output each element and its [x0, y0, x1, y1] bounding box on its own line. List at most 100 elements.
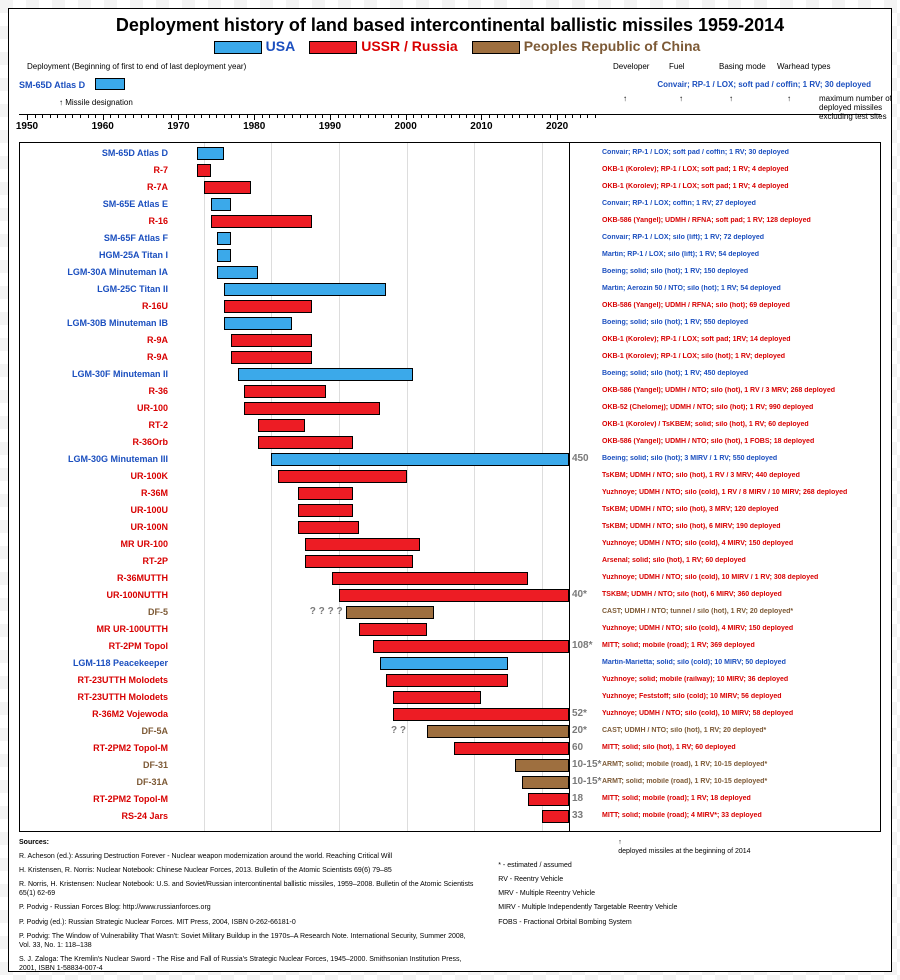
- deployment-bar: [224, 317, 292, 330]
- missile-designation: UR-100NUTTH: [20, 590, 168, 600]
- deployment-bar: [238, 368, 414, 381]
- missile-details: ARMT; solid; mobile (road), 1 RV; 10-15 …: [602, 778, 876, 785]
- missile-designation: HGM-25A Titan I: [20, 250, 168, 260]
- chart-title: Deployment history of land based interco…: [19, 15, 881, 36]
- missile-designation: LGM-30G Minuteman III: [20, 454, 168, 464]
- missile-designation: UR-100: [20, 403, 168, 413]
- missile-details: MITT; solid; mobile (road); 4 MIRV*; 33 …: [602, 812, 876, 819]
- missile-details: TsKBM; UDMH / NTO; silo (hot), 1 RV / 3 …: [602, 472, 876, 479]
- missile-details: OKB-52 (Chelomej); UDMH / NTO; silo (hot…: [602, 404, 876, 411]
- missile-designation: LGM-30B Minuteman IB: [20, 318, 168, 328]
- legend-label: Peoples Republic of China: [524, 38, 701, 54]
- deployed-count: 40*: [572, 589, 587, 600]
- missile-designation: RT-2P: [20, 556, 168, 566]
- deployed-count: 450: [572, 453, 589, 464]
- deployment-bar: [298, 487, 352, 500]
- legend-label: USA: [266, 38, 296, 54]
- example-row: Deployment (Beginning of first to end of…: [19, 58, 881, 112]
- deployment-bar: [224, 283, 386, 296]
- deployment-bar: [217, 249, 231, 262]
- missile-details: Convair; RP-1 / LOX; silo (lift); 1 RV; …: [602, 234, 876, 241]
- missile-row: HGM-25A Titan I Martin; RP-1 / LOX; silo …: [20, 249, 880, 266]
- deployment-bar: [217, 266, 258, 279]
- missile-designation: R-36Orb: [20, 437, 168, 447]
- missile-row: RT-2PM Topol108*MITT; solid; mobile (roa…: [20, 640, 880, 657]
- missile-details: OKB-586 (Yangel); UDMH / RFNA; silo (hot…: [602, 302, 876, 309]
- deployment-bar: [393, 691, 481, 704]
- deployment-bar: [386, 674, 508, 687]
- legend-note: * - estimated / assumed: [498, 861, 881, 870]
- missile-details: CAST; UDMH / NTO; silo (hot), 1 RV; 20 d…: [602, 727, 876, 734]
- missile-designation: SM-65D Atlas D: [20, 148, 168, 158]
- axis-tick-label: 2020: [546, 121, 568, 132]
- legend-label: USSR / Russia: [361, 38, 457, 54]
- missile-designation: RT-2PM2 Topol-M: [20, 794, 168, 804]
- missile-designation: RT-2PM2 Topol-M: [20, 743, 168, 753]
- missile-details: OKB-586 (Yangel); UDMH / RFNA; soft pad;…: [602, 217, 876, 224]
- missile-row: LGM-30F Minuteman IIBoeing; solid; silo …: [20, 368, 880, 385]
- missile-designation: RT-2PM Topol: [20, 641, 168, 651]
- year-axis: 19501960197019801990200020102020: [19, 114, 881, 142]
- missile-designation: R-7: [20, 165, 168, 175]
- source-entry: S. J. Zaloga: The Kremlin's Nuclear Swor…: [19, 955, 478, 973]
- missile-details: Martin-Marietta; solid; silo (cold); 10 …: [602, 659, 876, 666]
- missile-details: Yuzhnoye; UDMH / NTO; silo (cold), 4 MIR…: [602, 540, 876, 547]
- deployment-bar: [373, 640, 569, 653]
- missile-row: R-36MYuzhnoye; UDMH / NTO; silo (cold), …: [20, 487, 880, 504]
- deployment-bar: [197, 164, 211, 177]
- deployment-bar: [454, 742, 569, 755]
- missile-row: UR-100 OKB-52 (Chelomej); UDMH / NTO; sil…: [20, 402, 880, 419]
- missile-details: Convair; RP-1 / LOX; soft pad / coffin; …: [602, 149, 876, 156]
- missile-designation: UR-100N: [20, 522, 168, 532]
- footer: Sources:R. Acheson (ed.): Assuring Destr…: [19, 838, 881, 978]
- missile-designation: RT-2: [20, 420, 168, 430]
- deployment-bar: [298, 504, 352, 517]
- missile-details: Martin; RP-1 / LOX; silo (lift); 1 RV; 5…: [602, 251, 876, 258]
- missile-row: DF-5? ? ? ?CAST; UDMH / NTO; tunnel / si…: [20, 606, 880, 623]
- missile-details: Martin; Aerozin 50 / NTO; silo (hot); 1 …: [602, 285, 876, 292]
- missile-row: LGM-118 PeacekeeperMartin-Marietta; soli…: [20, 657, 880, 674]
- missile-designation: LGM-30F Minuteman II: [20, 369, 168, 379]
- missile-details: CAST; UDMH / NTO; tunnel / silo (hot), 1…: [602, 608, 876, 615]
- deployment-bar: [204, 181, 251, 194]
- legend-note: MRV - Multiple Reentry Vehicle: [498, 889, 881, 898]
- missile-details: Yuzhnoye; UDMH / NTO; silo (cold), 4 MIR…: [602, 625, 876, 632]
- missile-designation: R-36: [20, 386, 168, 396]
- missile-row: R-36OrbOKB-586 (Yangel); UDMH / NTO; sil…: [20, 436, 880, 453]
- deployment-bar: [542, 810, 569, 823]
- legend-note: FOBS - Fractional Orbital Bombing System: [498, 918, 881, 927]
- missile-details: Boeing; solid; silo (hot); 3 MIRV / 1 RV…: [602, 455, 876, 462]
- missile-row: R-9AOKB-1 (Korolev); RP-1 / LOX; soft pa…: [20, 334, 880, 351]
- missile-details: Arsenal; solid; silo (hot), 1 RV; 60 dep…: [602, 557, 876, 564]
- missile-row: R-16UOKB-586 (Yangel); UDMH / RFNA; silo…: [20, 300, 880, 317]
- missile-designation: SM-65E Atlas E: [20, 199, 168, 209]
- missile-row: R-36M2 Vojewoda52*Yuzhnoye; UDMH / NTO; …: [20, 708, 880, 725]
- deployment-bar: [427, 725, 569, 738]
- missile-designation: DF-31A: [20, 777, 168, 787]
- missile-row: SM-65E Atlas E Convair; RP-1 / LOX; coffi…: [20, 198, 880, 215]
- missile-details: Boeing; solid; silo (hot); 1 RV; 150 dep…: [602, 268, 876, 275]
- missile-designation: R-9A: [20, 335, 168, 345]
- deployed-count: 10-15*: [572, 776, 601, 787]
- missile-row: RT-23UTTH MolodetsYuzhnoye; Feststoff; s…: [20, 691, 880, 708]
- deployment-bar: [258, 436, 353, 449]
- missile-details: Convair; RP-1 / LOX; coffin; 1 RV; 27 de…: [602, 200, 876, 207]
- missile-row: SM-65F Atlas FConvair; RP-1 / LOX; silo …: [20, 232, 880, 249]
- axis-tick-label: 1950: [16, 121, 38, 132]
- missile-row: UR-100UTsKBM; UDMH / NTO; silo (hot), 3 …: [20, 504, 880, 521]
- missile-row: RT-2OKB-1 (Korolev) / TsKBEM; solid; sil…: [20, 419, 880, 436]
- uncertainty-marks: ? ?: [391, 725, 406, 736]
- missile-details: TsKBM; UDMH / NTO; silo (hot), 3 MRV; 12…: [602, 506, 876, 513]
- missile-row: SM-65D Atlas D Convair; RP-1 / LOX; soft …: [20, 147, 880, 164]
- legend-swatch: [472, 41, 520, 54]
- axis-tick-label: 1990: [319, 121, 341, 132]
- deployment-bar: [515, 759, 569, 772]
- missile-row: RT-23UTTH MolodetsYuzhnoye; solid; mobil…: [20, 674, 880, 691]
- deployment-bar: [231, 334, 312, 347]
- deployed-count: 33: [572, 810, 583, 821]
- missile-details: ARMT; solid; mobile (road), 1 RV; 10-15 …: [602, 761, 876, 768]
- missile-designation: LGM-25C Titan II: [20, 284, 168, 294]
- missile-row: LGM-30A Minuteman IABoeing; solid; silo …: [20, 266, 880, 283]
- missile-designation: RT-23UTTH Molodets: [20, 675, 168, 685]
- deployment-bar: [278, 470, 406, 483]
